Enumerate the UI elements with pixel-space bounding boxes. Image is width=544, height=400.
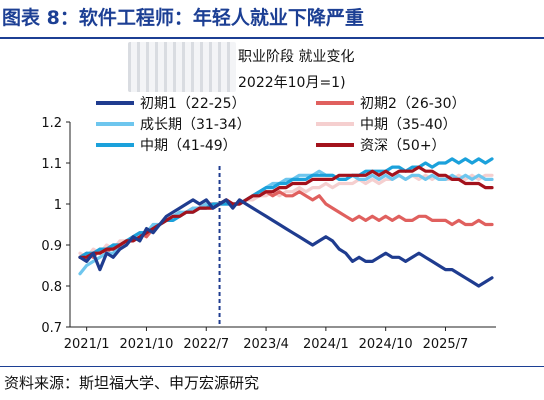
series-line-1 xyxy=(78,190,494,259)
legend-label-0: 初期1（22-25） xyxy=(140,95,246,112)
x-tick-label: 2024/10 xyxy=(359,337,413,352)
legend-label-5: 资深（50+） xyxy=(360,138,446,154)
legend-label-1: 初期2（26-30） xyxy=(360,95,466,112)
x-tick-label: 2023/4 xyxy=(243,337,289,352)
source-note: 资料来源：斯坦福大学、申万宏源研究 xyxy=(4,374,260,392)
y-tick-label: 0.9 xyxy=(41,239,62,254)
legend-label-4: 中期（41-49） xyxy=(140,138,237,154)
x-tick-label: 2022/7 xyxy=(183,337,229,352)
y-tick-label: 1.2 xyxy=(41,116,62,131)
redacted-label-block xyxy=(128,42,236,92)
x-tick-label: 2025/7 xyxy=(423,337,469,352)
source-rule xyxy=(0,366,544,367)
y-tick-label: 0.7 xyxy=(41,321,62,336)
chart-title: 图表 8：软件工程师：年轻人就业下降严重 xyxy=(2,7,364,29)
subtitle-line1: 职业阶段 就业变化 xyxy=(238,49,355,65)
x-tick-label: 2021/10 xyxy=(119,337,173,352)
y-tick-label: 1 xyxy=(54,198,62,213)
y-tick-label: 1.1 xyxy=(41,157,62,172)
title-rule xyxy=(0,37,544,39)
y-tick-label: 0.8 xyxy=(41,280,62,295)
series-line-4 xyxy=(78,157,494,259)
line-chart: 0.7 0.8 0.9 1 1.1 1.2 2021/1 2021/10 2022/7 2023/… xyxy=(41,95,496,352)
series-line-0 xyxy=(78,198,494,288)
subtitle-line2: 2022年10月=1) xyxy=(238,75,346,91)
x-tick-label: 2024/1 xyxy=(303,337,349,352)
legend-label-2: 成长期（31-34） xyxy=(140,117,251,133)
x-tick-label: 2021/1 xyxy=(64,337,110,352)
legend-label-3: 中期（35-40） xyxy=(360,117,457,133)
